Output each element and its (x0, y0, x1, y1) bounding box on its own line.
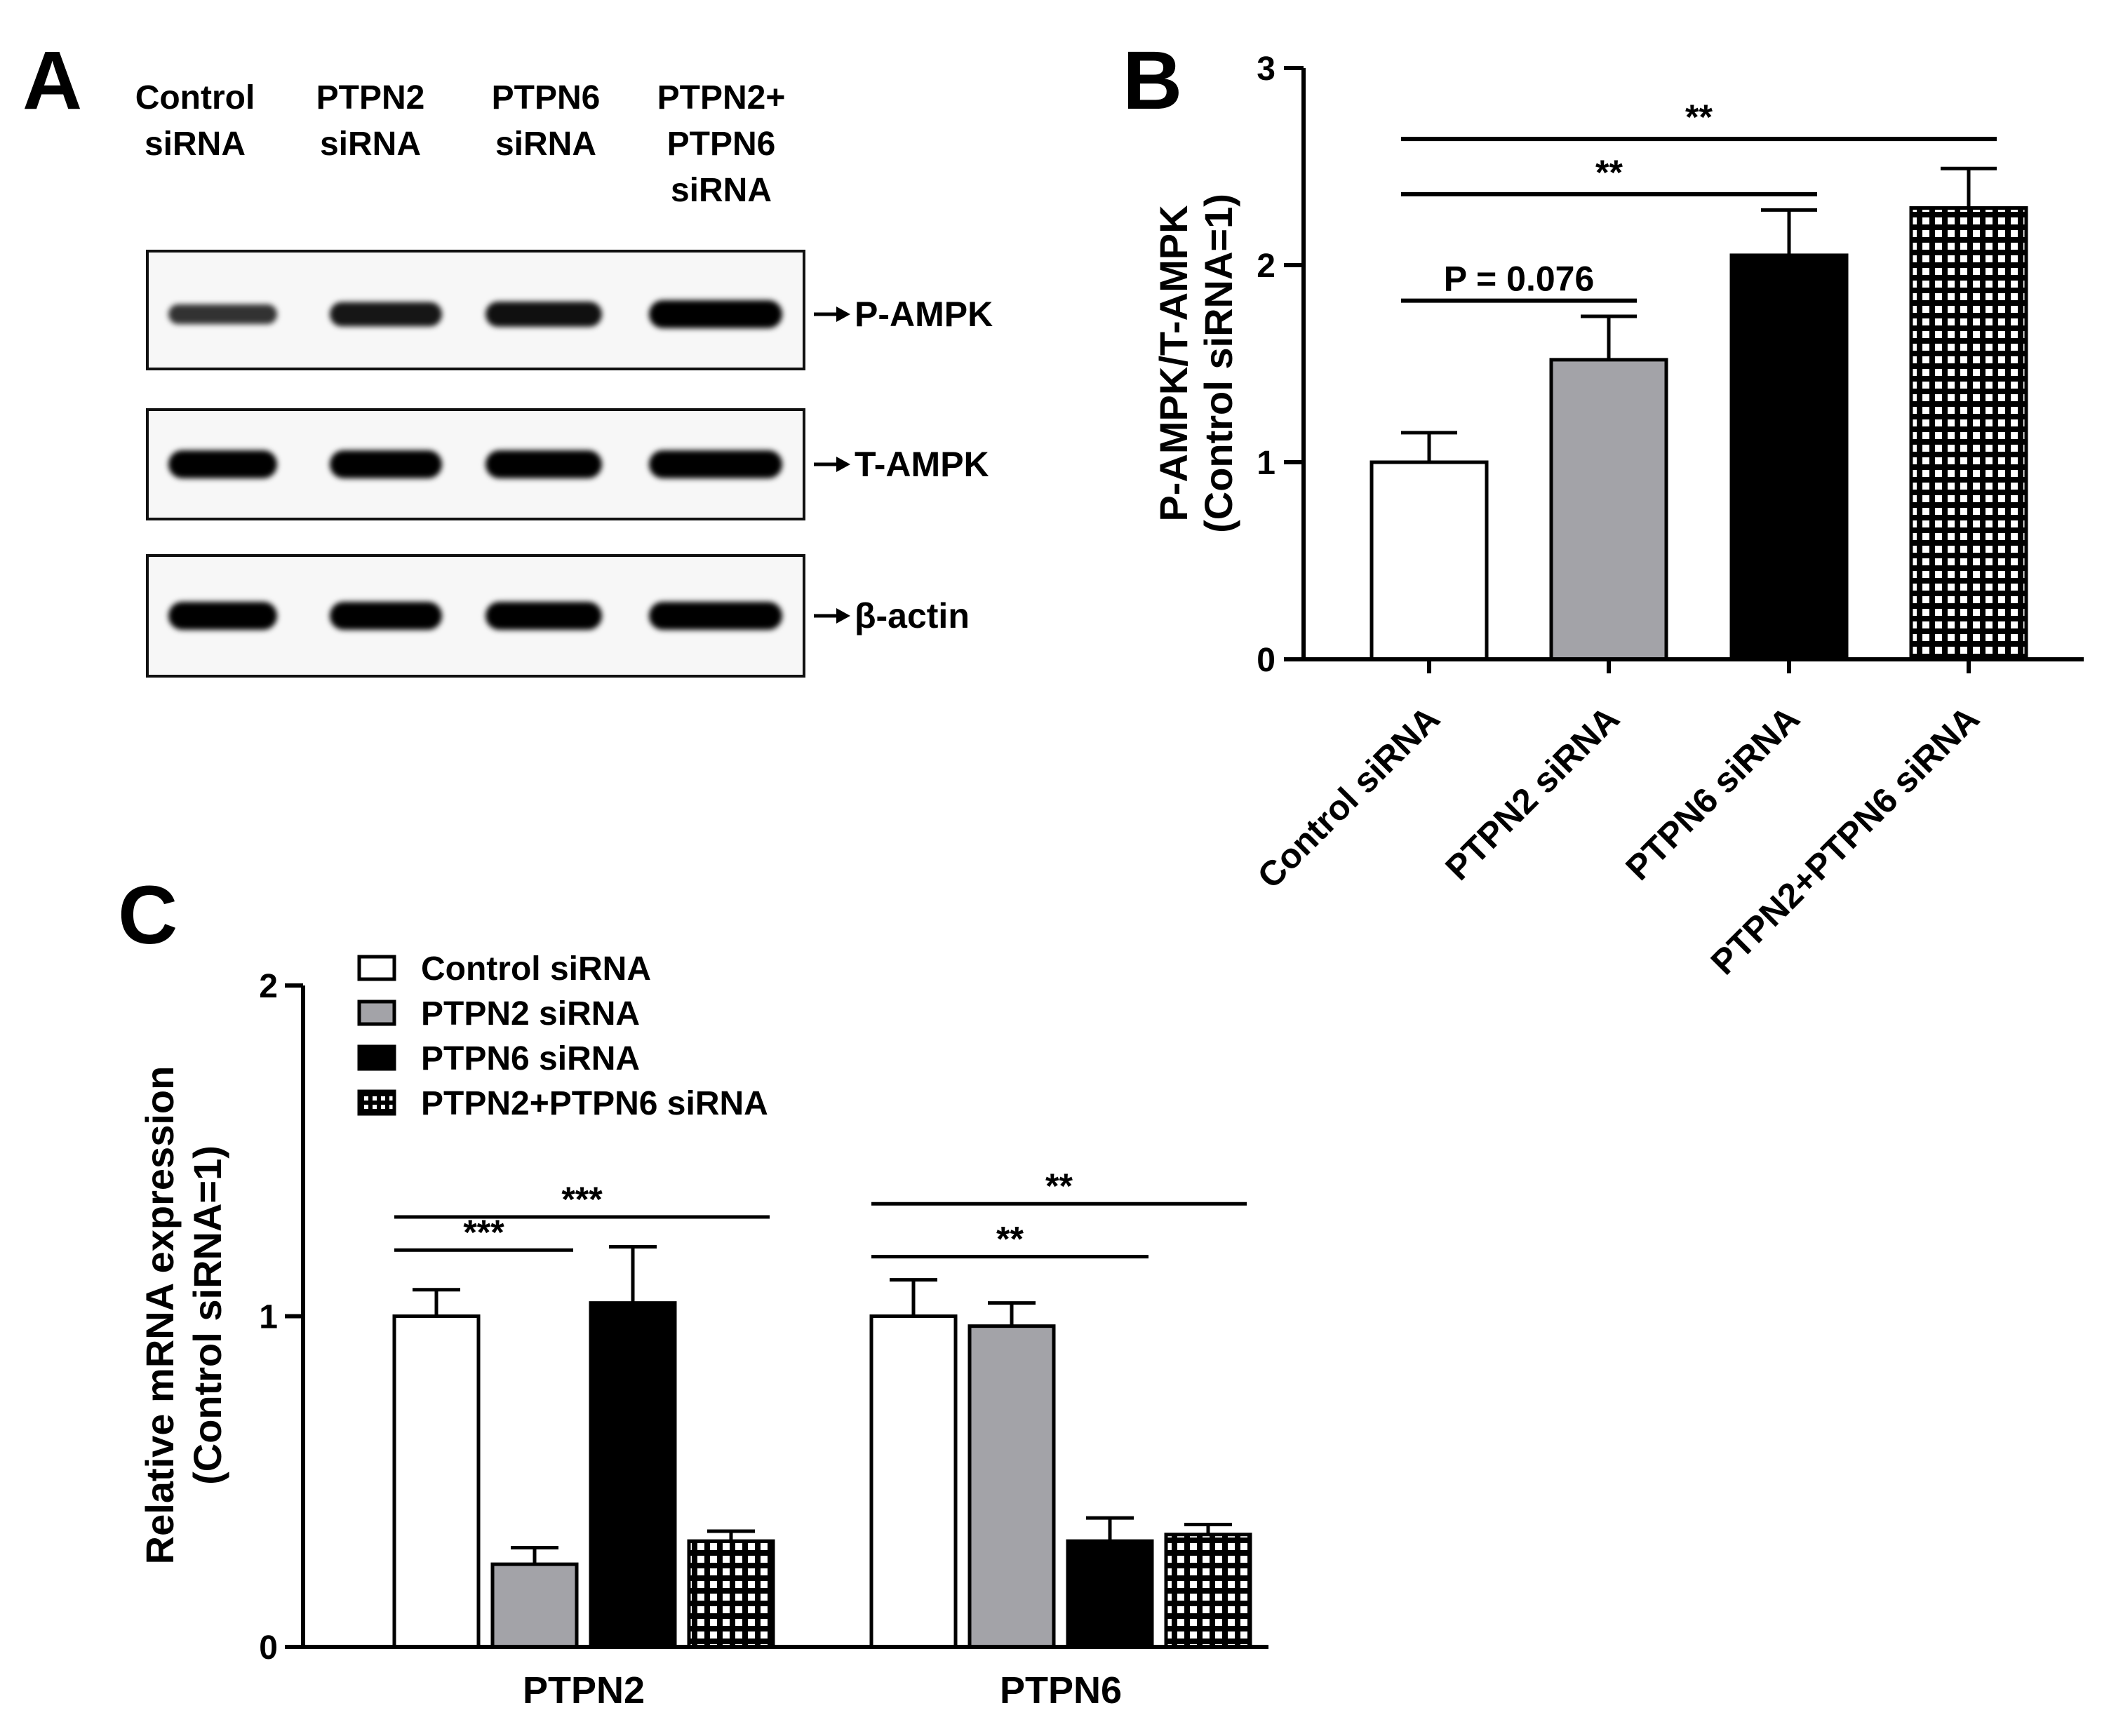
panel-a: A Control siRNA PTPN2 siRNA PTPN6 siRNA PTPN2+… (22, 34, 993, 678)
bar (1549, 358, 1668, 661)
significance-label: ** (1685, 97, 1713, 137)
y-axis-label-line: P-AMPK/T-AMPK (1151, 205, 1196, 521)
x-tick-label: PTPN2 siRNA (1438, 699, 1626, 887)
bar (967, 1324, 1056, 1649)
y-tick-label: 0 (259, 1629, 278, 1667)
band (649, 300, 782, 328)
band (649, 450, 782, 478)
significance-label: *** (463, 1213, 504, 1252)
y-tick-label: 1 (259, 1299, 278, 1336)
band-label-0: P-AMPK (855, 295, 993, 334)
bar (869, 1314, 958, 1649)
band (649, 602, 782, 630)
significance-label: ** (1595, 153, 1623, 192)
significance-label: P = 0.076 (1444, 260, 1595, 299)
band (486, 301, 602, 328)
y-axis-label-line: (Control siRNA=1) (185, 1145, 229, 1485)
x-tick-label: Control siRNA (1250, 699, 1447, 896)
y-tick-label: 2 (1257, 248, 1275, 285)
y-tick-label: 3 (1257, 51, 1275, 88)
lane-label-2-0: PTPN6 (492, 79, 601, 116)
legend-label: PTPN6 siRNA (421, 1040, 640, 1077)
panel-c: C 0 1 2 PTPN2 PTPN6 Relative mRNA expression(… (118, 869, 1268, 1711)
legend-swatch (357, 955, 396, 981)
band (330, 602, 442, 630)
legend-swatch (357, 1089, 396, 1116)
band-arrow-head (836, 307, 850, 322)
bar (392, 1314, 481, 1649)
lane-label-0-1: siRNA (145, 126, 246, 163)
bar (1164, 1533, 1252, 1649)
blot-0: P-AMPK (146, 250, 993, 370)
band (486, 602, 602, 630)
y-tick-label: 0 (1257, 642, 1275, 679)
bar (1066, 1539, 1154, 1649)
legend-swatch (357, 1000, 396, 1026)
lane-label-1-0: PTPN2 (316, 79, 425, 116)
lane-label-1-1: siRNA (320, 126, 421, 163)
x-tick-label: PTPN2 (523, 1669, 645, 1711)
chart-c: 0 1 2 PTPN2 PTPN6 Relative mRNA expression (Co… (138, 950, 1268, 1711)
band (330, 450, 442, 478)
band-label-2: β-actin (855, 596, 970, 635)
band-label-1: T-AMPK (855, 445, 989, 484)
y-axis-label: Relative mRNA expression (Control siRNA=1… (138, 1066, 229, 1565)
band (486, 450, 602, 478)
significance-label: ** (1045, 1166, 1073, 1206)
blot-1: T-AMPK (146, 408, 989, 520)
legend: Control siRNA PTPN2 siRNA PTPN6 siRNA PTPN2… (357, 950, 768, 1122)
y-tick-label: 2 (259, 968, 278, 1005)
x-tick-label: PTPN6 (1000, 1669, 1122, 1711)
bar (1370, 460, 1489, 661)
legend-label: PTPN2+PTPN6 siRNA (421, 1085, 768, 1122)
lane-label-3-0: PTPN2+ (657, 79, 786, 116)
panel-letter-c: C (118, 869, 178, 962)
bar (589, 1301, 677, 1649)
y-axis-label-line: Relative mRNA expression (138, 1066, 182, 1565)
legend-label: PTPN2 siRNA (421, 995, 640, 1032)
bar (1729, 253, 1849, 661)
y-axis-label-line: (Control siRNA=1) (1196, 194, 1240, 533)
legend-swatch (357, 1044, 396, 1071)
lane-labels: Control siRNA PTPN2 siRNA PTPN6 siRNA PTPN2+ PT… (135, 79, 786, 209)
band (330, 302, 442, 327)
panel-letter-b: B (1123, 34, 1182, 127)
lane-label-0-0: Control (135, 79, 255, 116)
lane-label-3-2: siRNA (671, 172, 772, 209)
blot-2: β-actin (146, 554, 970, 678)
band (168, 304, 277, 325)
y-tick-label: 1 (1257, 445, 1275, 482)
x-tick-label: PTPN6 siRNA (1618, 699, 1807, 887)
band (168, 450, 277, 478)
lane-label-2-1: siRNA (495, 126, 596, 163)
significance-label: *** (561, 1180, 603, 1219)
legend-label: Control siRNA (421, 950, 651, 988)
band-arrow-head (836, 608, 850, 624)
panel-letter-a: A (22, 34, 82, 127)
bar (687, 1539, 775, 1649)
significance-label: ** (996, 1220, 1024, 1259)
band-arrow-head (836, 457, 850, 472)
lane-label-3-1: PTPN6 (667, 126, 776, 163)
band (168, 602, 277, 630)
bar (1909, 206, 2028, 661)
y-axis-label: P-AMPK/T-AMPK (Control siRNA=1) (1151, 194, 1240, 533)
bar (490, 1562, 579, 1649)
western-blots: P-AMPK T-AMPK β-actin (146, 250, 993, 678)
